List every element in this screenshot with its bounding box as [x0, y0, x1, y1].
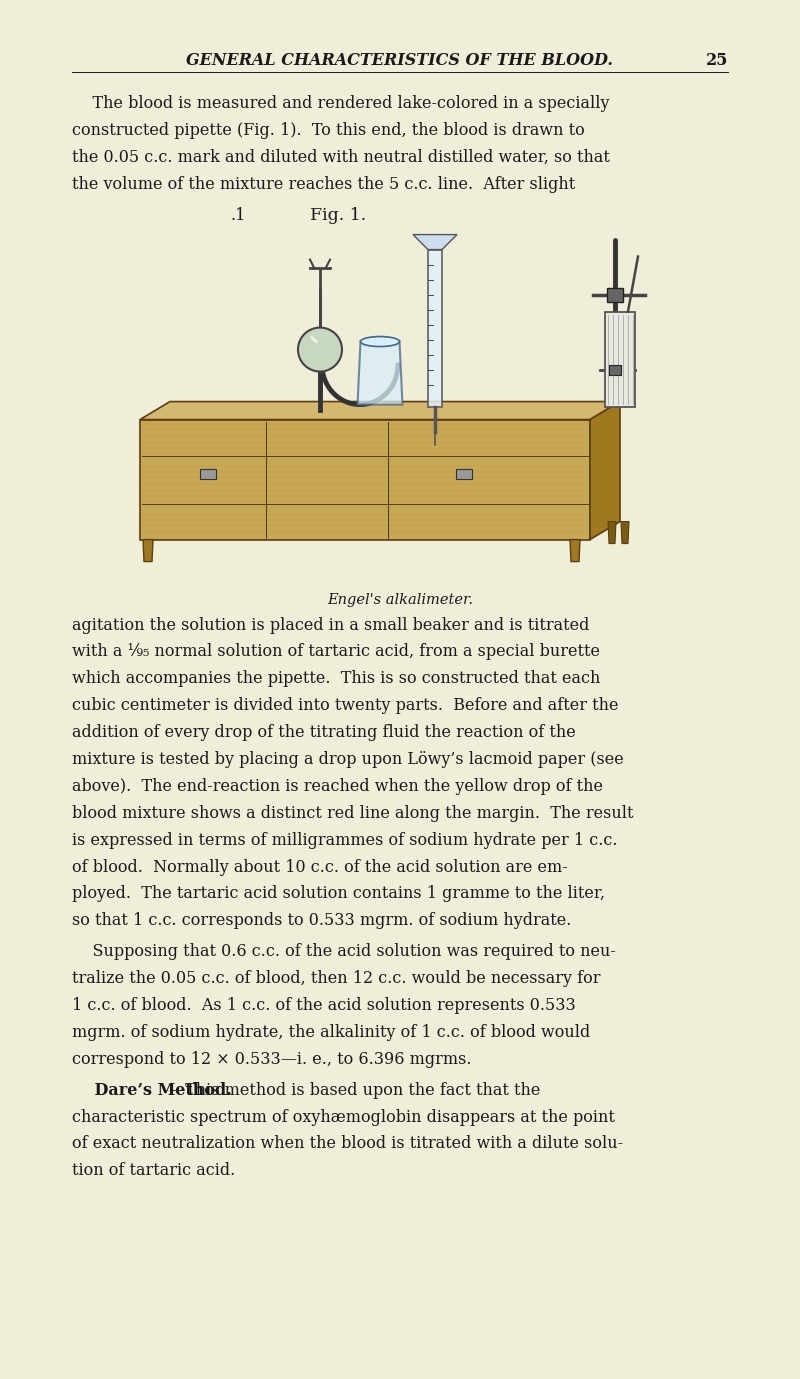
- Polygon shape: [570, 539, 580, 561]
- Text: Fig. 1.: Fig. 1.: [310, 207, 366, 223]
- Text: cubic centimeter is divided into twenty parts.  Before and after the: cubic centimeter is divided into twenty …: [72, 698, 618, 714]
- Text: GENERAL CHARACTERISTICS OF THE BLOOD.: GENERAL CHARACTERISTICS OF THE BLOOD.: [186, 52, 614, 69]
- Text: Supposing that 0.6 c.c. of the acid solution was required to neu-: Supposing that 0.6 c.c. of the acid solu…: [72, 943, 616, 960]
- Text: with a ⅑₅ normal solution of tartaric acid, from a special burette: with a ⅑₅ normal solution of tartaric ac…: [72, 644, 600, 661]
- Text: tralize the 0.05 c.c. of blood, then 12 c.c. would be necessary for: tralize the 0.05 c.c. of blood, then 12 …: [72, 971, 601, 987]
- Text: addition of every drop of the titrating fluid the reaction of the: addition of every drop of the titrating …: [72, 724, 576, 741]
- FancyBboxPatch shape: [428, 250, 442, 407]
- Text: constructed pipette (Fig. 1).  To this end, the blood is drawn to: constructed pipette (Fig. 1). To this en…: [72, 121, 585, 139]
- Text: .1: .1: [230, 207, 246, 223]
- Text: agitation the solution is placed in a small beaker and is titrated: agitation the solution is placed in a sm…: [72, 616, 590, 633]
- Text: The blood is measured and rendered lake-colored in a specially: The blood is measured and rendered lake-…: [72, 95, 610, 112]
- Polygon shape: [140, 419, 590, 539]
- Polygon shape: [143, 539, 153, 561]
- Text: 25: 25: [706, 52, 728, 69]
- Text: ployed.  The tartaric acid solution contains 1 gramme to the liter,: ployed. The tartaric acid solution conta…: [72, 885, 605, 902]
- Text: above).  The end-reaction is reached when the yellow drop of the: above). The end-reaction is reached when…: [72, 778, 603, 794]
- FancyBboxPatch shape: [607, 288, 623, 302]
- Text: the 0.05 c.c. mark and diluted with neutral distilled water, so that: the 0.05 c.c. mark and diluted with neut…: [72, 149, 610, 165]
- FancyBboxPatch shape: [456, 469, 472, 479]
- FancyBboxPatch shape: [609, 364, 621, 375]
- Text: correspond to 12 × 0.533—i. e., to 6.396 mgrms.: correspond to 12 × 0.533—i. e., to 6.396…: [72, 1051, 471, 1067]
- Circle shape: [298, 328, 342, 371]
- Polygon shape: [590, 401, 620, 539]
- Polygon shape: [140, 401, 620, 419]
- Text: blood mixture shows a distinct red line along the margin.  The result: blood mixture shows a distinct red line …: [72, 805, 634, 822]
- Polygon shape: [358, 342, 402, 404]
- Polygon shape: [621, 521, 629, 543]
- Text: of exact neutralization when the blood is titrated with a dilute solu-: of exact neutralization when the blood i…: [72, 1135, 623, 1153]
- Text: Engel's alkalimeter.: Engel's alkalimeter.: [327, 593, 473, 607]
- Text: so that 1 c.c. corresponds to 0.533 mgrm. of sodium hydrate.: so that 1 c.c. corresponds to 0.533 mgrm…: [72, 913, 571, 929]
- Polygon shape: [413, 234, 457, 250]
- Text: tion of tartaric acid.: tion of tartaric acid.: [72, 1162, 235, 1179]
- Text: mixture is tested by placing a drop upon Löwy’s lacmoid paper (see: mixture is tested by placing a drop upon…: [72, 752, 624, 768]
- Polygon shape: [608, 521, 616, 543]
- Text: 1 c.c. of blood.  As 1 c.c. of the acid solution represents 0.533: 1 c.c. of blood. As 1 c.c. of the acid s…: [72, 997, 576, 1014]
- Text: —This method is based upon the fact that the: —This method is based upon the fact that…: [169, 1081, 540, 1099]
- Polygon shape: [605, 312, 635, 407]
- Text: characteristic spectrum of oxyhæmoglobin disappears at the point: characteristic spectrum of oxyhæmoglobin…: [72, 1109, 615, 1125]
- Text: of blood.  Normally about 10 c.c. of the acid solution are em-: of blood. Normally about 10 c.c. of the …: [72, 859, 568, 876]
- Text: is expressed in terms of milligrammes of sodium hydrate per 1 c.c.: is expressed in terms of milligrammes of…: [72, 832, 618, 848]
- Ellipse shape: [361, 336, 399, 346]
- Text: the volume of the mixture reaches the 5 c.c. line.  After slight: the volume of the mixture reaches the 5 …: [72, 175, 575, 193]
- FancyBboxPatch shape: [199, 469, 215, 479]
- Text: mgrm. of sodium hydrate, the alkalinity of 1 c.c. of blood would: mgrm. of sodium hydrate, the alkalinity …: [72, 1025, 590, 1041]
- Text: Dare’s Method.: Dare’s Method.: [72, 1081, 232, 1099]
- Text: which accompanies the pipette.  This is so constructed that each: which accompanies the pipette. This is s…: [72, 670, 600, 687]
